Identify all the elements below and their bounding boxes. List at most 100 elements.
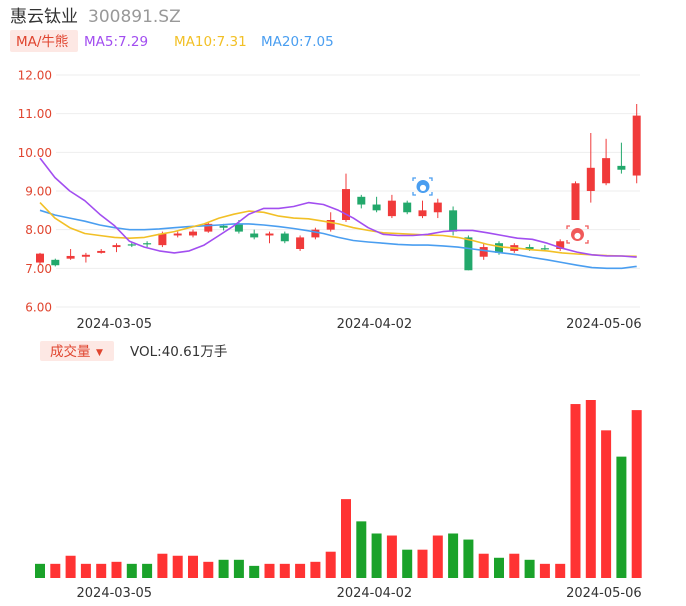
candle-body: [464, 237, 473, 271]
volume-bar: [585, 400, 596, 578]
volume-bars: [35, 400, 642, 578]
ma-tag-label[interactable]: MA/牛熊: [16, 34, 68, 50]
volume-tag-label[interactable]: 成交量: [50, 343, 91, 360]
x-tick-label: 2024-05-06: [566, 586, 642, 601]
volume-bar: [218, 559, 229, 578]
volume-bar: [96, 563, 107, 578]
volume-bar: [402, 549, 413, 578]
volume-bar: [463, 539, 474, 578]
volume-bar: [50, 563, 61, 578]
x-tick-label: 2024-03-05: [77, 317, 153, 332]
y-tick-label: 8.00: [25, 223, 52, 237]
volume-x-axis: 2024-03-05 2024-04-02 2024-05-06: [77, 586, 642, 601]
volume-bar: [631, 410, 642, 578]
candle-body: [234, 223, 243, 232]
volume-bar: [264, 563, 275, 578]
y-tick-label: 7.00: [25, 262, 52, 276]
candle-body: [158, 233, 167, 246]
volume-bar: [539, 563, 550, 578]
candle-body: [357, 196, 366, 205]
stock-name: 惠云钛业: [10, 7, 78, 27]
candle-body: [51, 259, 60, 266]
volume-bar: [448, 533, 459, 578]
volume-bar: [80, 563, 91, 578]
volume-bar: [555, 563, 566, 578]
chevron-down-icon[interactable]: ▼: [96, 348, 103, 358]
ma10-legend: MA10:7.31: [174, 34, 247, 50]
volume-bar: [35, 563, 45, 578]
volume-bar: [386, 535, 397, 578]
volume-bar: [111, 561, 122, 578]
ma20-legend: MA20:7.05: [261, 34, 334, 50]
volume-bar: [142, 563, 153, 578]
svg-text:●: ●: [574, 231, 581, 240]
volume-bar: [325, 551, 336, 578]
ma-tag-bg[interactable]: [10, 30, 78, 52]
volume-tag-bg[interactable]: [40, 341, 114, 361]
stock-code: 300891.SZ: [88, 7, 181, 27]
candle-body: [143, 243, 152, 245]
y-tick-label: 10.00: [18, 146, 52, 160]
volume-bar: [233, 559, 244, 578]
candle-body: [66, 255, 75, 259]
volume-bar: [188, 555, 198, 578]
ma5-legend: MA5:7.29: [84, 34, 148, 50]
x-tick-label: 2024-04-02: [337, 317, 413, 332]
candle-body: [449, 210, 458, 232]
candle-body: [36, 253, 44, 263]
volume-bar: [295, 563, 306, 578]
candle-body: [586, 167, 595, 191]
candle-body: [219, 225, 228, 228]
ma10-line: [39, 202, 637, 258]
volume-bar: [601, 430, 612, 578]
volume-bar: [341, 499, 351, 578]
volume-bar: [417, 549, 428, 578]
price-x-axis: 2024-03-05 2024-04-02 2024-05-06: [77, 317, 642, 332]
candle-body: [418, 210, 427, 217]
volume-bar: [172, 555, 183, 578]
volume-bar: [509, 553, 520, 578]
candle-body: [127, 244, 136, 246]
sell-marker-icon[interactable]: ●: [412, 177, 433, 196]
volume-bar: [494, 557, 504, 578]
candle-body: [571, 183, 580, 220]
candle-body: [387, 200, 396, 217]
candle-body: [189, 231, 197, 236]
volume-bar: [570, 404, 581, 578]
price-y-axis: 12.00 11.00 10.00 9.00 8.00 7.00 6.00: [18, 69, 52, 315]
candle-body: [250, 233, 259, 238]
volume-bar: [157, 553, 168, 578]
candle-body: [173, 233, 182, 236]
candle-body: [602, 158, 611, 184]
candle-body: [112, 245, 121, 248]
volume-bar: [126, 563, 137, 578]
volume-bar: [432, 535, 443, 578]
ma5-line: [39, 157, 637, 258]
volume-bar: [279, 563, 290, 578]
candle-body: [403, 202, 412, 213]
candle-body: [525, 247, 534, 249]
buy-marker-icon[interactable]: ●: [566, 225, 589, 244]
candlestick-series: [36, 104, 641, 271]
volume-bar: [249, 565, 260, 578]
candle-body: [204, 223, 213, 232]
candle-body: [479, 247, 488, 257]
candle-body: [433, 202, 442, 213]
candle-body: [311, 229, 320, 238]
candle-body: [617, 165, 626, 170]
candle-body: [495, 243, 503, 253]
volume-value: VOL:40.61万手: [130, 344, 227, 360]
x-tick-label: 2024-03-05: [77, 586, 153, 601]
volume-bar: [65, 555, 76, 578]
volume-bar: [616, 456, 627, 578]
candle-body: [296, 237, 305, 249]
volume-bar: [310, 561, 321, 578]
candle-body: [540, 248, 549, 250]
y-tick-label: 11.00: [18, 107, 52, 121]
candle-body: [372, 204, 381, 211]
candle-body: [342, 189, 350, 220]
moving-average-lines: [39, 157, 637, 270]
candle-body: [81, 254, 90, 257]
candle-body: [280, 233, 289, 242]
